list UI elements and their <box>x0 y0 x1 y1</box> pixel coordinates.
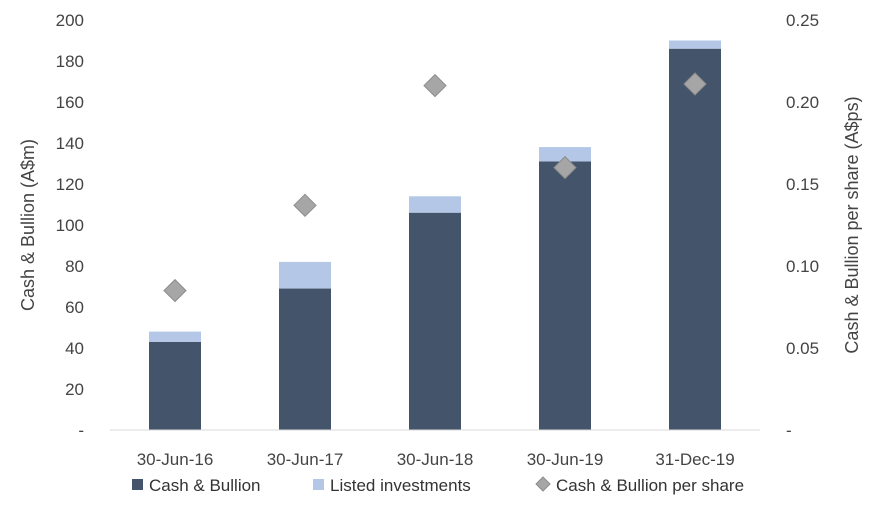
bars <box>149 40 721 430</box>
y-tick-label-right: - <box>786 421 792 440</box>
bar-cash-bullion <box>279 288 331 430</box>
bar-listed-investments <box>669 40 721 49</box>
bar-cash-bullion <box>539 161 591 430</box>
legend: Cash & Bullion Listed investments Cash &… <box>132 476 744 495</box>
legend-label-cash-bullion: Cash & Bullion <box>149 476 261 495</box>
y-tick-label-right: 0.25 <box>786 11 819 30</box>
y-tick-label-left: 200 <box>56 11 84 30</box>
bar-cash-bullion <box>669 48 721 430</box>
legend-label-per-share: Cash & Bullion per share <box>556 476 744 495</box>
x-tick-label: 30-Jun-16 <box>137 450 214 469</box>
y-tick-label-right: 0.15 <box>786 175 819 194</box>
y-axis-right-ticks: - 0.05 0.10 0.15 0.20 0.25 <box>786 11 819 440</box>
bar-listed-investments <box>279 261 331 289</box>
y-tick-label-right: 0.05 <box>786 339 819 358</box>
marker-per-share <box>293 193 317 218</box>
y-tick-label-left: 60 <box>65 298 84 317</box>
bar-cash-bullion <box>409 212 461 430</box>
markers <box>163 72 707 303</box>
x-tick-label: 30-Jun-19 <box>527 450 604 469</box>
x-tick-label: 30-Jun-18 <box>397 450 474 469</box>
marker-per-share <box>163 278 187 303</box>
legend-swatch-cash-bullion <box>132 479 143 490</box>
y-axis-left-ticks: - 20 40 60 80 100 120 140 160 180 200 <box>56 11 84 440</box>
y-tick-label-left: 160 <box>56 93 84 112</box>
bar-listed-investments <box>409 196 461 213</box>
y-axis-left-title: Cash & Bullion (A$m) <box>18 139 38 311</box>
x-tick-label: 31-Dec-19 <box>655 450 734 469</box>
y-tick-label-left: 40 <box>65 339 84 358</box>
y-tick-label-left: 20 <box>65 380 84 399</box>
bar-listed-investments <box>539 147 591 162</box>
marker-per-share <box>683 72 707 96</box>
y-tick-label-left: 140 <box>56 134 84 153</box>
y-tick-label-right: 0.10 <box>786 257 819 276</box>
legend-label-listed-investments: Listed investments <box>330 476 471 495</box>
y-tick-label-right: 0.20 <box>786 93 819 112</box>
legend-marker-per-share <box>535 476 551 492</box>
legend-swatch-listed-investments <box>313 479 324 490</box>
bar-cash-bullion <box>149 341 201 430</box>
y-axis-right-title: Cash & Bullion per share (A$ps) <box>842 96 862 353</box>
y-tick-label-left: - <box>78 421 84 440</box>
y-tick-label-left: 100 <box>56 216 84 235</box>
y-tick-label-left: 180 <box>56 52 84 71</box>
x-axis-ticks: 30-Jun-16 30-Jun-17 30-Jun-18 30-Jun-19 31-D… <box>137 450 735 469</box>
y-tick-label-left: 80 <box>65 257 84 276</box>
marker-per-share <box>423 73 447 98</box>
marker-per-share <box>553 155 577 180</box>
x-tick-label: 30-Jun-17 <box>267 450 344 469</box>
bar-listed-investments <box>149 331 201 342</box>
y-tick-label-left: 120 <box>56 175 84 194</box>
